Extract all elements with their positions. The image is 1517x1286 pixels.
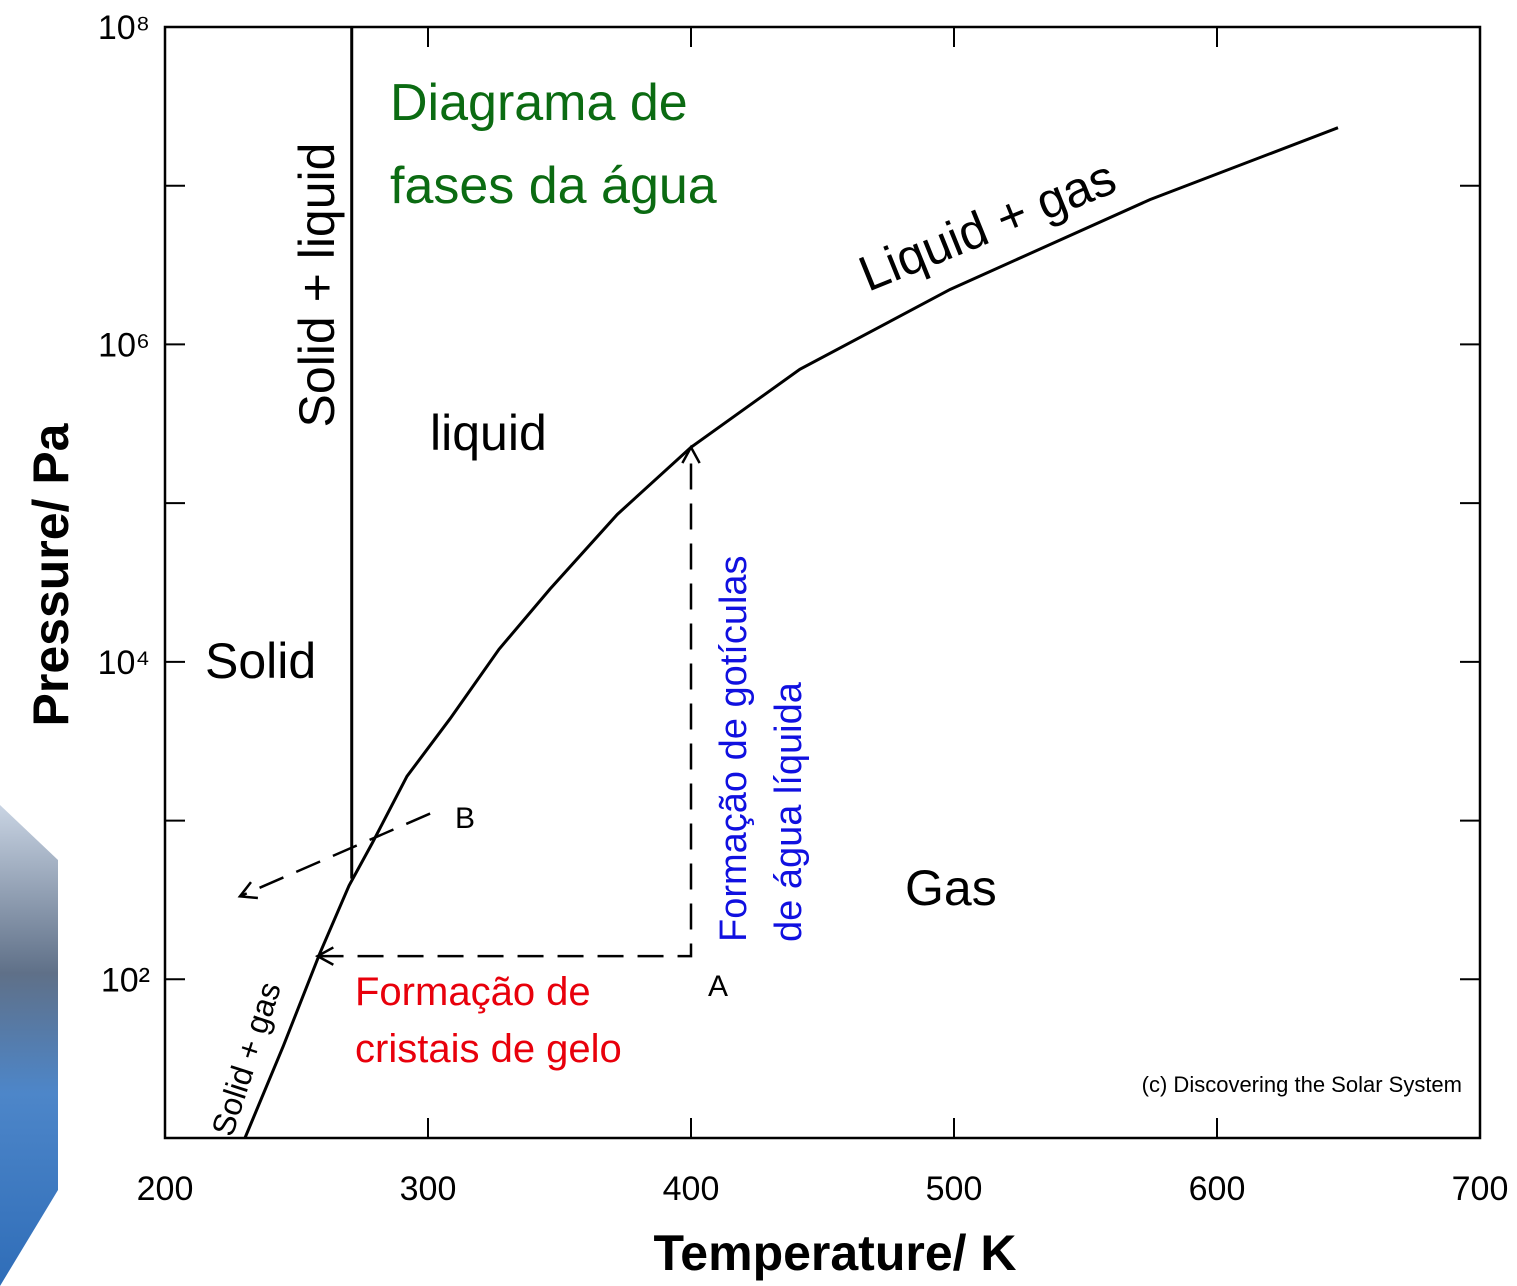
region-label: Solid + liquid: [289, 143, 345, 428]
credit: (c) Discovering the Solar System: [1142, 1072, 1462, 1097]
curve-label: Solid + gas: [204, 978, 287, 1141]
note-text: cristais de gelo: [355, 1027, 622, 1071]
x-tick-label: 500: [926, 1170, 983, 1208]
point-label: B: [455, 802, 475, 835]
chart-title: fases da água: [390, 157, 717, 215]
x-tick-label: 600: [1189, 1170, 1246, 1208]
chart-title: Diagrama de: [390, 74, 688, 132]
note-text: de água líquida: [768, 681, 810, 942]
note-text: Formação de gotículas: [713, 555, 755, 942]
region-label: Gas: [905, 860, 997, 916]
y-tick-label: 10²: [101, 961, 150, 999]
region-label: liquid: [430, 405, 547, 461]
x-tick-label: 300: [400, 1170, 457, 1208]
y-axis-label: Pressure/ Pa: [23, 422, 79, 726]
x-tick-label: 700: [1452, 1170, 1509, 1208]
x-axis-label: Temperature/ K: [653, 1225, 1016, 1281]
plot-frame: [163, 25, 1482, 1140]
background-photo: [0, 805, 58, 1286]
y-tick-label: 10⁸: [98, 9, 150, 47]
series-line: [317, 447, 693, 958]
series-line: [239, 812, 431, 898]
x-tick-label: 400: [663, 1170, 720, 1208]
point-label: A: [708, 970, 728, 1003]
x-tick-label: 200: [137, 1170, 194, 1208]
arrowhead: [314, 946, 334, 966]
y-tick-label: 10⁶: [98, 326, 150, 364]
arrowhead: [237, 881, 258, 900]
note-text: Formação de: [355, 970, 591, 1014]
series-line: [243, 126, 1339, 1139]
y-tick-label: 10⁴: [98, 644, 150, 682]
region-label: Solid: [205, 633, 316, 689]
curve-label: Liquid + gas: [851, 149, 1123, 302]
arrowhead: [681, 444, 701, 464]
annotations: Solid + liquid liquid Solid Gas Liquid +…: [204, 143, 1462, 1141]
